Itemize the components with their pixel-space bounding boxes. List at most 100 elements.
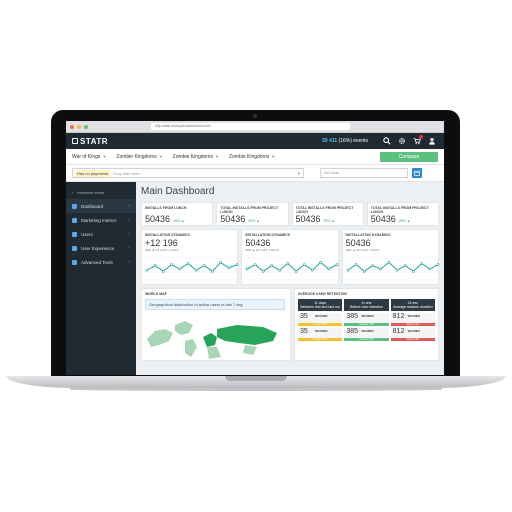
sidebar-item-advanced-tools[interactable]: Advanced Tools › — [66, 255, 136, 269]
data-point — [395, 268, 399, 272]
data-point — [161, 269, 165, 273]
data-point — [319, 261, 323, 264]
data-point — [245, 267, 249, 271]
kpi-value: 50436 — [220, 214, 246, 224]
kpi-delta: 28% ▲ — [323, 219, 335, 223]
chevron-right-icon: › — [128, 259, 130, 265]
kpi-delta: 28% ▲ — [398, 219, 411, 223]
retention-bar: medium 70% — [344, 323, 389, 326]
retention-cell: 812 SECONDS below 15% — [390, 328, 435, 341]
data-point — [403, 264, 407, 268]
kpi-card: TOTAL INSTALLS FROM PROJECT LUNCH 50436 2… — [366, 202, 439, 226]
sidebar-item-marketing[interactable]: Marketing metrics › — [66, 213, 136, 227]
world-map-title: WORLD MAP — [145, 292, 167, 296]
installation-chart-card: INSTALLATION DYNAMICS +12 196 28% ▲ AT L… — [141, 229, 240, 285]
laptop-notch — [225, 376, 287, 381]
chevron-right-icon: › — [128, 217, 130, 223]
chart-period: AT LAST 7 DAYS — [155, 248, 179, 252]
data-point — [202, 264, 206, 268]
users-icon — [72, 231, 77, 237]
kpi-value: 50436 — [295, 214, 321, 224]
search-icon[interactable] — [381, 135, 393, 147]
data-point — [262, 269, 266, 273]
data-point — [436, 263, 440, 267]
chevron-down-icon: ▼ — [271, 154, 276, 159]
world-map-info: Geographical distribution of active user… — [145, 299, 285, 310]
data-point — [387, 261, 390, 264]
events-delta: (16%) — [338, 138, 352, 144]
calendar-icon — [414, 170, 420, 176]
user-icon[interactable] — [426, 135, 438, 147]
series-line — [247, 261, 338, 272]
chart-title: INSTALLATION DYNAMICS — [345, 233, 391, 237]
filter-placeholder: Drop filter here — [113, 170, 140, 176]
installation-chart-card: INSTALLATION DYNAMICS 50436 28% ▲ AT LAS… — [241, 229, 341, 285]
page-title: Main Dashboard — [141, 186, 215, 197]
game-tab-1[interactable]: War of Kings ▼ — [72, 153, 107, 160]
data-point — [194, 268, 198, 272]
data-point — [419, 262, 423, 265]
series-line — [146, 261, 238, 272]
date-input[interactable]: Set date — [320, 168, 408, 178]
screen: http://statr.example/dashboard/main STAT… — [66, 121, 444, 375]
maximize-window-dot[interactable] — [84, 124, 88, 129]
chevron-down-icon: ▼ — [102, 154, 107, 159]
events-count: 59 411 — [322, 138, 338, 144]
installation-chart-card: INSTALLATION DYNAMICS 50436 28% ▲ AT LAS… — [341, 229, 441, 285]
data-point — [311, 268, 315, 272]
camera — [253, 114, 257, 118]
world-map[interactable] — [145, 317, 285, 359]
chevron-right-icon: › — [128, 231, 130, 237]
chevron-right-icon: › — [128, 245, 130, 251]
segment-filter-input[interactable]: Has no payments Drop filter here ▼ — [72, 168, 304, 178]
chevron-down-icon: ▼ — [158, 154, 163, 159]
url-bar[interactable]: http://statr.example/dashboard/main — [151, 123, 350, 130]
minimize-menu-button[interactable]: ‹ minimize menu — [72, 189, 105, 195]
laptop-lid: http://statr.example/dashboard/main STAT… — [51, 110, 460, 380]
data-point — [153, 264, 157, 268]
cart-icon[interactable] — [411, 135, 423, 147]
retention-bar: below 15% — [390, 338, 435, 341]
game-tab-2[interactable]: Zombie Kingdoms ▼ — [116, 153, 163, 160]
game-tab-3[interactable]: Zombie Kingdoms ▼ — [172, 153, 219, 160]
data-point — [278, 268, 282, 272]
kpi-value: 50436 — [370, 214, 396, 224]
compare-button[interactable]: Compare — [380, 151, 438, 162]
retention-cell: 385 SECONDS medium 70% — [344, 313, 389, 326]
chevron-down-icon[interactable]: ▼ — [297, 170, 301, 176]
sidebar-item-user-experience[interactable]: User Experience › — [66, 241, 136, 255]
retention-title: AVERAGE USER RETENTION — [298, 292, 347, 296]
data-point — [354, 263, 358, 267]
calendar-button[interactable] — [412, 168, 422, 178]
close-window-dot[interactable] — [70, 124, 74, 129]
kpi-row: INSTALLS FROM LUNCH 50436 28% ▲ TOTAL INS… — [141, 202, 439, 226]
chevron-right-icon: › — [128, 203, 130, 209]
kpi-label: TOTAL INSTALLS FROM PROJECT LUNCH — [220, 206, 279, 214]
filter-tag[interactable]: Has no payments — [75, 169, 111, 177]
retention-bar: medium 49% — [298, 323, 343, 326]
chart-value: +12 196 — [145, 238, 178, 248]
sidebar-item-users[interactable]: Users › — [66, 227, 136, 241]
sidebar-item-dashboard[interactable]: Dashboard › — [66, 199, 136, 213]
retention-cell: 812 SECONDS below 15% — [390, 313, 435, 326]
chart-row: INSTALLATION DYNAMICS +12 196 28% ▲ AT L… — [141, 229, 441, 285]
data-point — [145, 268, 149, 272]
data-point — [378, 267, 382, 271]
data-point — [211, 269, 214, 273]
dashboard-icon — [72, 203, 77, 209]
data-point — [295, 269, 298, 273]
chart-delta: 28% ▲ — [245, 248, 256, 252]
experience-icon — [72, 245, 77, 251]
data-point — [178, 267, 182, 271]
gear-icon[interactable] — [396, 135, 408, 147]
game-tab-4[interactable]: Zombie Kingdoms ▼ — [228, 153, 276, 160]
minimize-window-dot[interactable] — [77, 124, 81, 129]
data-point — [235, 263, 239, 267]
logo-text: STATR — [80, 136, 108, 146]
kpi-delta: 28% ▲ — [173, 219, 185, 223]
data-point — [270, 264, 274, 268]
laptop-shadow — [70, 388, 442, 391]
data-point — [170, 263, 173, 267]
app-logo[interactable]: STATR — [72, 137, 108, 146]
